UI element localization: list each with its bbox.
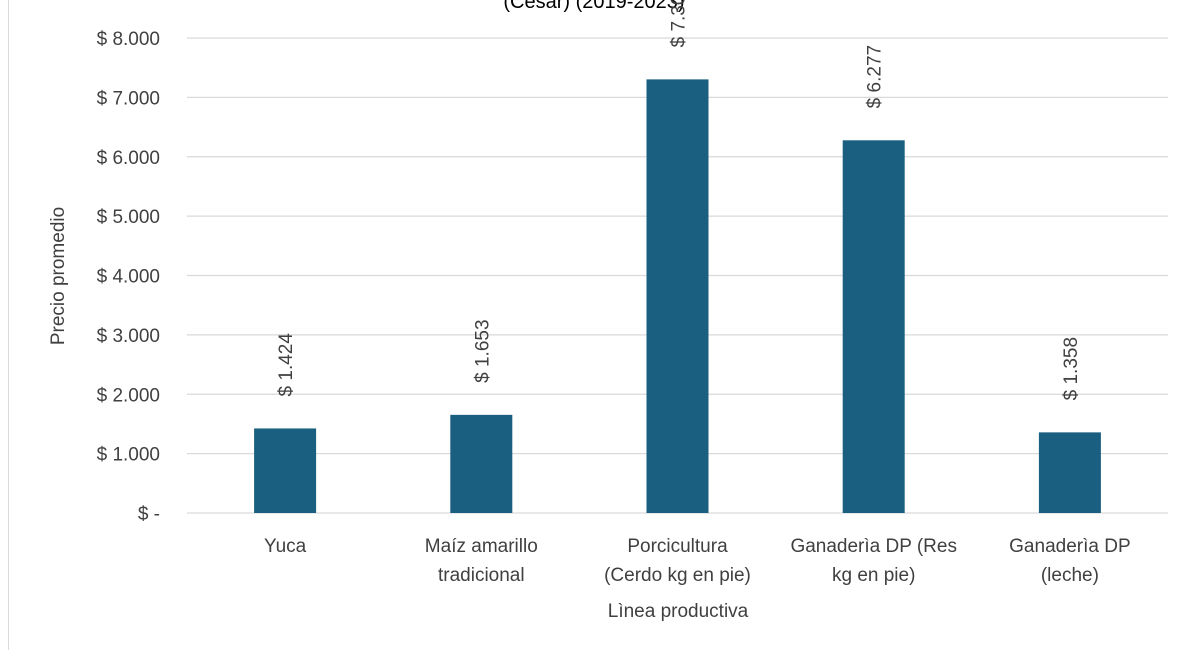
y-tick-label: $ 5.000 xyxy=(97,207,160,228)
x-category-label: Porcicultura (Cerdo kg en pie) xyxy=(604,536,751,586)
y-tick-label: $ 8.000 xyxy=(97,29,160,50)
x-category-label: Maíz amarillo tradicional xyxy=(425,536,538,586)
data-label: $ 1.358 xyxy=(1061,337,1082,400)
y-tick-label: $ 3.000 xyxy=(97,326,160,347)
data-label: $ 7.303 xyxy=(669,0,690,47)
y-tick-label: $ - xyxy=(138,504,160,525)
x-category-label: Ganaderìa DP (leche) xyxy=(1009,536,1130,586)
y-tick-label: $ 4.000 xyxy=(97,267,160,288)
x-category-label: Ganaderìa DP (Res kg en pie) xyxy=(790,536,957,586)
bars xyxy=(254,79,1101,514)
x-category-label: Yuca xyxy=(264,536,307,557)
data-label: $ 1.424 xyxy=(276,333,297,397)
gridlines xyxy=(187,37,1168,514)
bar xyxy=(842,140,905,513)
bar xyxy=(646,79,709,514)
bar xyxy=(254,428,317,513)
y-tick-label: $ 2.000 xyxy=(97,385,160,406)
data-label: $ 6.277 xyxy=(865,45,886,108)
y-tick-label: $ 7.000 xyxy=(97,88,160,109)
y-axis-title: Precio promedio xyxy=(48,207,69,345)
y-tick-label: $ 6.000 xyxy=(97,148,160,169)
x-axis-categories: Yuca Maíz amarillo tradicional Porcicultura… xyxy=(264,536,1131,586)
bar xyxy=(1038,432,1101,513)
y-axis-ticks: $ - $ 1.000 $ 2.000 $ 3.000 $ 4.000 $ 5.000 $ … xyxy=(97,29,160,525)
chart-title: (Cesar) (2019-2023) xyxy=(503,0,684,13)
bar xyxy=(450,414,513,513)
data-label: $ 1.653 xyxy=(472,319,493,382)
data-labels: $ 1.424 $ 1.653 $ 7.303 $ 6.277 $ 1.358 xyxy=(276,0,1082,400)
chart-frame xyxy=(8,0,1185,650)
y-tick-label: $ 1.000 xyxy=(97,445,160,466)
x-axis-title: Lìnea productiva xyxy=(608,601,749,622)
